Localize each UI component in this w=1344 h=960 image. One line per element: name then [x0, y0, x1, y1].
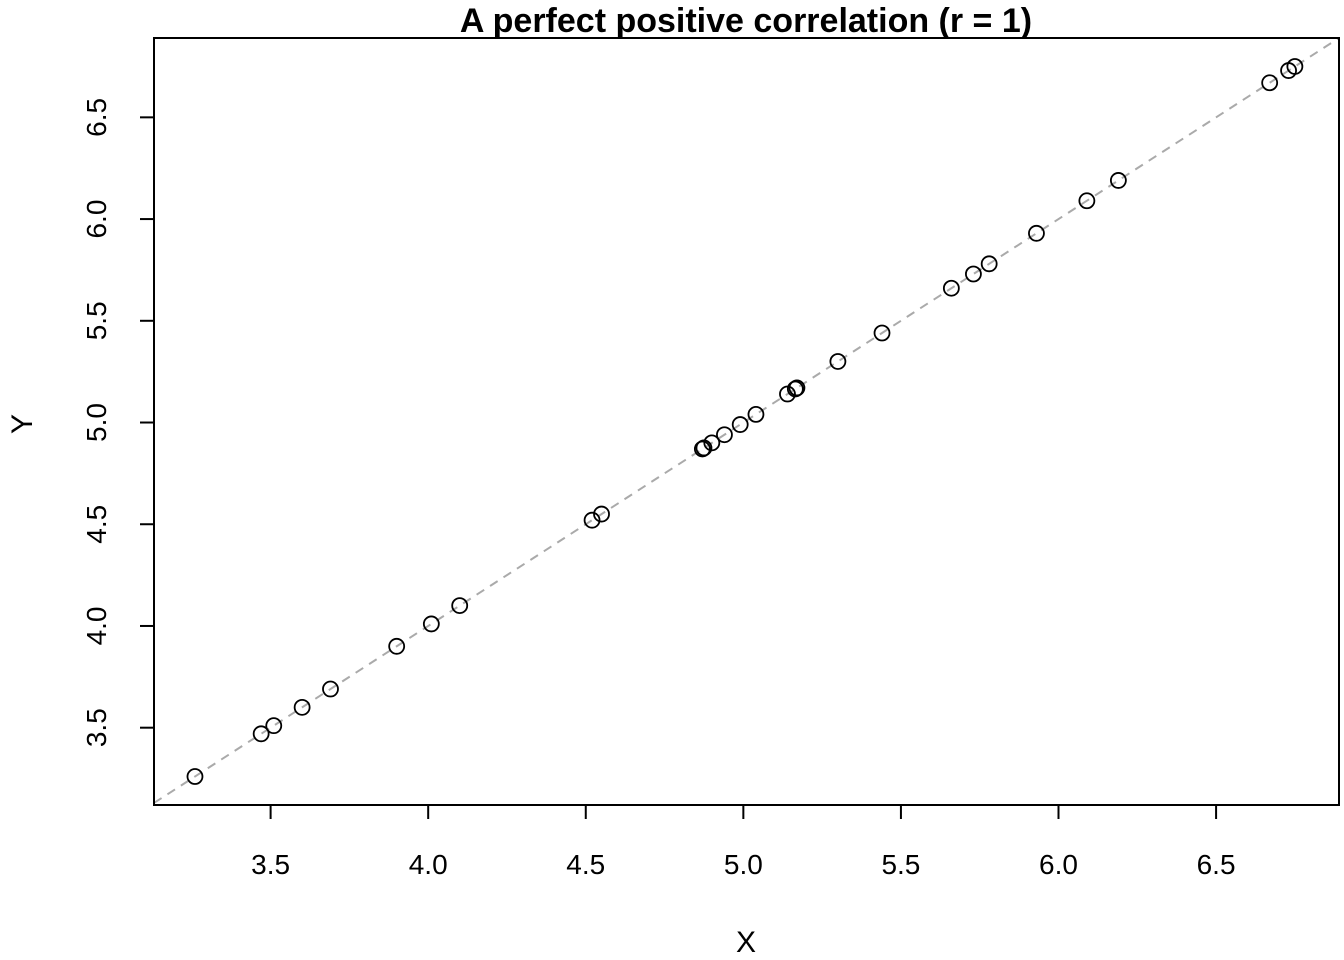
x-tick-label: 3.5 [251, 849, 290, 880]
y-tick-label: 6.0 [81, 200, 112, 239]
y-axis-title: Y [6, 414, 39, 434]
x-tick-label: 5.0 [724, 849, 763, 880]
data-point [748, 407, 763, 422]
data-point [733, 417, 748, 432]
data-point [452, 598, 467, 613]
y-tick-label: 4.5 [81, 505, 112, 544]
data-point [830, 354, 845, 369]
data-point [1111, 173, 1126, 188]
y-tick-label: 3.5 [81, 708, 112, 747]
data-point [266, 718, 281, 733]
y-tick-label: 4.0 [81, 606, 112, 645]
data-point [1262, 75, 1277, 90]
x-axis: 3.5 4.0 4.5 5.0 5.5 6.0 6.5 [251, 805, 1235, 880]
y-tick-label: 5.5 [81, 301, 112, 340]
y-tick-label: 5.0 [81, 403, 112, 442]
data-point [1029, 226, 1044, 241]
plot-area [154, 38, 1339, 803]
x-tick-label: 4.0 [409, 849, 448, 880]
x-tick-label: 4.5 [566, 849, 605, 880]
chart-title: A perfect positive correlation (r = 1) [460, 2, 1032, 40]
x-tick-label: 6.0 [1039, 849, 1078, 880]
y-axis: 3.5 4.0 4.5 5.0 5.5 6.0 6.5 [81, 98, 154, 747]
y-tick-label: 6.5 [81, 98, 112, 137]
x-tick-label: 5.5 [881, 849, 920, 880]
data-point [424, 616, 439, 631]
x-axis-title: X [736, 926, 756, 959]
x-tick-label: 6.5 [1197, 849, 1236, 880]
data-point [966, 267, 981, 282]
